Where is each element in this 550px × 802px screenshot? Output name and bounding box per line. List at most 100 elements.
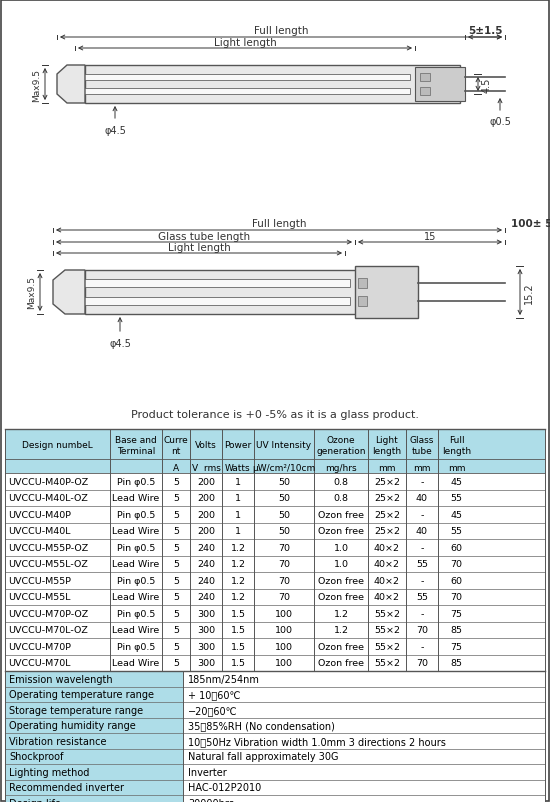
Text: mm: mm — [378, 464, 396, 473]
Text: 5: 5 — [173, 609, 179, 618]
Text: mm: mm — [413, 464, 431, 473]
Text: Design numbeL: Design numbeL — [22, 441, 93, 450]
Text: φ4.5: φ4.5 — [104, 126, 126, 136]
Text: 55: 55 — [416, 560, 428, 569]
FancyBboxPatch shape — [5, 780, 183, 795]
Text: Max9.5: Max9.5 — [27, 276, 36, 309]
Text: 240: 240 — [197, 576, 215, 585]
FancyBboxPatch shape — [183, 702, 545, 718]
Text: 1.5: 1.5 — [230, 658, 245, 667]
Text: UVCCU-M70L: UVCCU-M70L — [8, 658, 70, 667]
FancyBboxPatch shape — [5, 748, 183, 764]
Text: 50: 50 — [278, 494, 290, 503]
Text: 200: 200 — [197, 477, 215, 486]
Text: 60: 60 — [450, 576, 463, 585]
Text: Lead Wire: Lead Wire — [112, 494, 160, 503]
Text: Light length: Light length — [168, 243, 230, 253]
Text: 240: 240 — [197, 593, 215, 602]
Text: 1.5: 1.5 — [230, 642, 245, 651]
Text: 70: 70 — [278, 593, 290, 602]
Text: V  rms: V rms — [191, 464, 221, 473]
Text: 5: 5 — [173, 642, 179, 651]
Text: Pin φ0.5: Pin φ0.5 — [117, 510, 155, 519]
Text: Operating temperature range: Operating temperature range — [9, 690, 154, 699]
Text: UVCCU-M40P-OZ: UVCCU-M40P-OZ — [8, 477, 88, 486]
FancyBboxPatch shape — [5, 702, 183, 718]
FancyBboxPatch shape — [67, 298, 350, 306]
Text: Ozone
generation: Ozone generation — [316, 435, 366, 455]
FancyBboxPatch shape — [183, 795, 545, 802]
Text: 100: 100 — [275, 626, 293, 634]
FancyBboxPatch shape — [70, 89, 410, 95]
Text: 240: 240 — [197, 560, 215, 569]
FancyBboxPatch shape — [183, 733, 545, 748]
Text: Full length: Full length — [254, 26, 308, 36]
Text: 55×2: 55×2 — [374, 642, 400, 651]
FancyBboxPatch shape — [183, 718, 545, 733]
FancyBboxPatch shape — [5, 671, 183, 687]
Text: Ozon free: Ozon free — [318, 642, 364, 651]
Text: -: - — [420, 642, 424, 651]
Text: 50: 50 — [278, 510, 290, 519]
Text: Storage temperature range: Storage temperature range — [9, 705, 143, 715]
FancyBboxPatch shape — [358, 297, 367, 306]
FancyBboxPatch shape — [5, 606, 545, 622]
Text: UVCCU-M55L: UVCCU-M55L — [8, 593, 70, 602]
Text: 35～85%RH (No condensation): 35～85%RH (No condensation) — [188, 720, 335, 731]
Text: μW/cm²/10cm: μW/cm²/10cm — [252, 464, 316, 473]
Text: 40: 40 — [416, 494, 428, 503]
Text: A: A — [173, 464, 179, 473]
FancyBboxPatch shape — [5, 539, 545, 556]
Text: 40×2: 40×2 — [374, 560, 400, 569]
Text: 70: 70 — [278, 560, 290, 569]
FancyBboxPatch shape — [420, 88, 430, 96]
FancyBboxPatch shape — [5, 523, 545, 539]
Text: 1: 1 — [235, 527, 241, 536]
Text: 200: 200 — [197, 494, 215, 503]
Text: 100: 100 — [275, 609, 293, 618]
Text: Product tolerance is +0 -5% as it is a glass product.: Product tolerance is +0 -5% as it is a g… — [131, 410, 419, 419]
Text: 75: 75 — [450, 642, 463, 651]
FancyBboxPatch shape — [5, 556, 545, 573]
FancyBboxPatch shape — [85, 66, 460, 104]
Text: 40×2: 40×2 — [374, 593, 400, 602]
Text: Light
length: Light length — [372, 435, 402, 455]
Text: 40×2: 40×2 — [374, 543, 400, 552]
Text: UVCCU-M55P: UVCCU-M55P — [8, 576, 71, 585]
FancyBboxPatch shape — [5, 506, 545, 523]
Text: Pin φ0.5: Pin φ0.5 — [117, 642, 155, 651]
Text: Lighting method: Lighting method — [9, 767, 89, 777]
Text: 1.2: 1.2 — [230, 576, 245, 585]
Text: 5: 5 — [173, 576, 179, 585]
Text: 70: 70 — [278, 543, 290, 552]
Text: 5: 5 — [173, 658, 179, 667]
FancyBboxPatch shape — [183, 748, 545, 764]
Text: 0.8: 0.8 — [333, 477, 349, 486]
Text: UVCCU-M70P: UVCCU-M70P — [8, 642, 71, 651]
Text: Natural fall approximately 30G: Natural fall approximately 30G — [188, 751, 338, 761]
Text: 200: 200 — [197, 527, 215, 536]
Text: 185nm/254nm: 185nm/254nm — [188, 674, 260, 684]
FancyBboxPatch shape — [358, 278, 367, 289]
Text: 70: 70 — [416, 626, 428, 634]
Text: 100± 5: 100± 5 — [511, 219, 550, 229]
Text: UVCCU-M40L-OZ: UVCCU-M40L-OZ — [8, 494, 88, 503]
Text: 25×2: 25×2 — [374, 477, 400, 486]
Text: Light length: Light length — [213, 38, 276, 48]
Text: 55×2: 55×2 — [374, 658, 400, 667]
FancyBboxPatch shape — [5, 573, 545, 589]
Text: Max9.5: Max9.5 — [32, 68, 41, 101]
Text: -: - — [420, 477, 424, 486]
Text: 300: 300 — [197, 609, 215, 618]
Text: 1.0: 1.0 — [333, 560, 349, 569]
Text: φ0.5: φ0.5 — [489, 117, 511, 127]
Text: Glass
tube: Glass tube — [410, 435, 434, 455]
Text: 45: 45 — [450, 510, 463, 519]
Text: 70: 70 — [416, 658, 428, 667]
FancyBboxPatch shape — [420, 74, 430, 82]
Polygon shape — [57, 66, 85, 104]
Text: Pin φ0.5: Pin φ0.5 — [117, 543, 155, 552]
Text: Lead Wire: Lead Wire — [112, 593, 160, 602]
Text: −20～60℃: −20～60℃ — [188, 705, 238, 715]
Text: UVCCU-M40P: UVCCU-M40P — [8, 510, 71, 519]
